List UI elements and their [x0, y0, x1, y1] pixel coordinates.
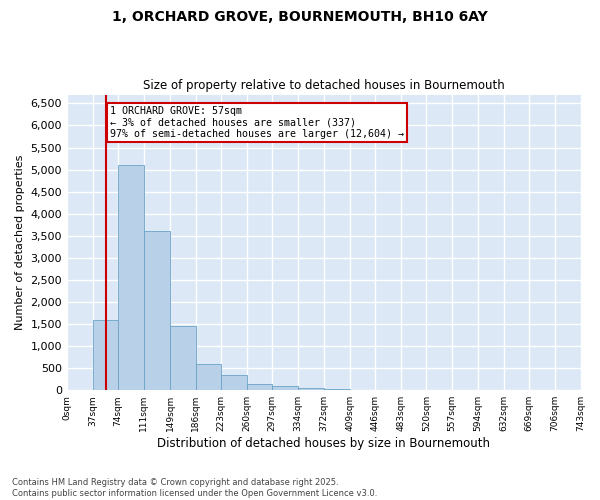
Bar: [170, 326, 196, 390]
X-axis label: Distribution of detached houses by size in Bournemouth: Distribution of detached houses by size …: [157, 437, 490, 450]
Bar: [118, 165, 144, 390]
Bar: [144, 232, 170, 390]
Title: Size of property relative to detached houses in Bournemouth: Size of property relative to detached ho…: [143, 79, 505, 92]
Bar: [247, 384, 272, 390]
Bar: [92, 320, 118, 390]
Text: 1, ORCHARD GROVE, BOURNEMOUTH, BH10 6AY: 1, ORCHARD GROVE, BOURNEMOUTH, BH10 6AY: [112, 10, 488, 24]
Bar: [298, 388, 324, 390]
Bar: [196, 364, 221, 390]
Text: Contains HM Land Registry data © Crown copyright and database right 2025.
Contai: Contains HM Land Registry data © Crown c…: [12, 478, 377, 498]
Bar: [272, 386, 298, 390]
Bar: [221, 375, 247, 390]
Y-axis label: Number of detached properties: Number of detached properties: [15, 154, 25, 330]
Text: 1 ORCHARD GROVE: 57sqm
← 3% of detached houses are smaller (337)
97% of semi-det: 1 ORCHARD GROVE: 57sqm ← 3% of detached …: [110, 106, 404, 139]
Bar: [324, 389, 350, 390]
